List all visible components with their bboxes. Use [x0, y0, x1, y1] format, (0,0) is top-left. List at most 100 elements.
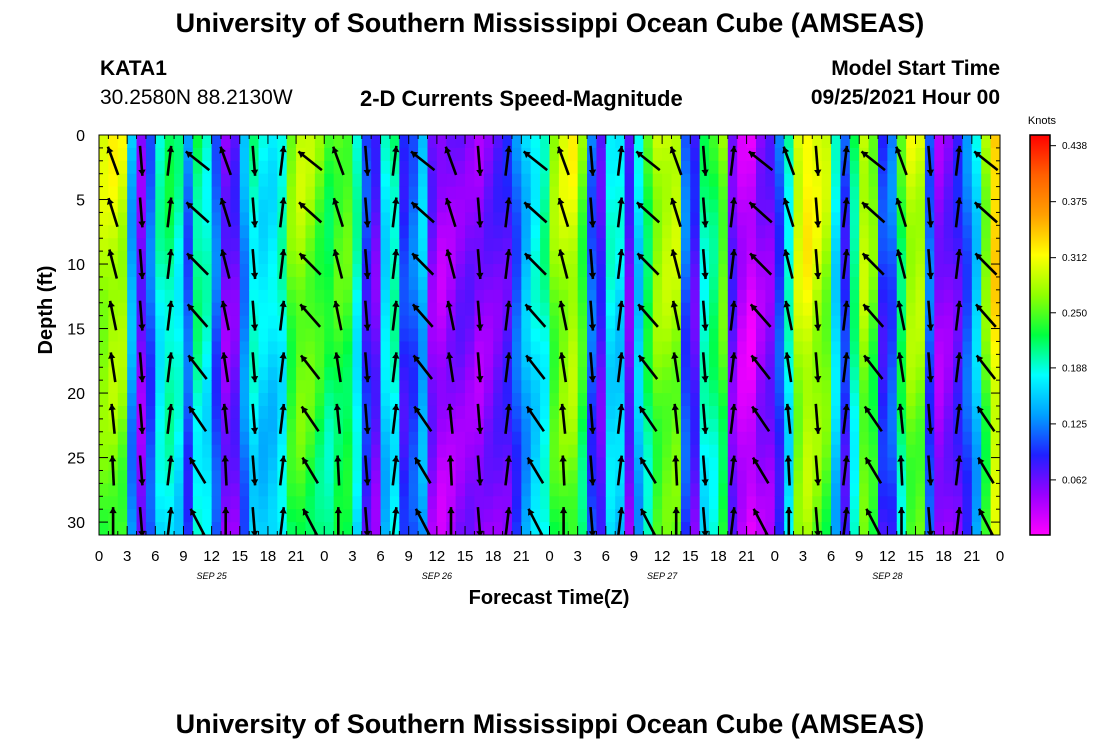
heatmap-cell	[746, 496, 757, 510]
heatmap-cell	[399, 328, 410, 343]
heatmap-cell	[211, 328, 222, 343]
current-arrow	[670, 300, 681, 331]
heatmap-cell	[821, 147, 832, 162]
heatmap-cell	[427, 367, 438, 381]
heatmap-cell	[755, 186, 766, 201]
heatmap-cell	[709, 431, 720, 446]
heatmap-cell	[521, 380, 532, 394]
heatmap-cell	[943, 264, 954, 278]
heatmap-cell	[418, 289, 429, 304]
heatmap-cell	[924, 186, 935, 201]
heatmap-cell	[802, 431, 813, 446]
heatmap-cell	[896, 341, 907, 355]
heatmap-cell	[690, 186, 701, 201]
current-arrow	[842, 455, 850, 486]
heatmap-cell	[596, 483, 607, 497]
heatmap-cell	[389, 393, 400, 407]
heatmap-cell	[399, 186, 410, 201]
heatmap-cell	[230, 264, 241, 278]
heatmap-cell	[99, 380, 109, 394]
heatmap-cell	[727, 289, 738, 304]
heatmap-cell	[633, 302, 644, 317]
colorbar-tick-label: 0.125	[1062, 419, 1087, 430]
heatmap-cell	[755, 173, 766, 188]
heatmap-cell	[502, 341, 513, 355]
heatmap-cell	[427, 264, 438, 278]
y-tick-label: 15	[67, 322, 85, 339]
x-axis: 0 3 6 9 12 15 18 21 0 3 6 9 12 15 18 21 0 3 6 9 12 15 18 21 0 3 6 9…	[95, 135, 1004, 581]
heatmap-cell	[671, 328, 682, 343]
heatmap-cell	[596, 212, 607, 226]
day-label: SEP 27	[647, 571, 678, 581]
heatmap-cell	[408, 496, 419, 510]
heatmap-cell	[587, 444, 598, 459]
heatmap-cell	[971, 315, 982, 330]
heatmap-cell	[239, 302, 250, 317]
heatmap-cell	[465, 522, 476, 535]
heatmap-cell	[352, 483, 363, 497]
heatmap-cell	[953, 380, 964, 394]
heatmap-cell	[840, 431, 851, 446]
heatmap-cell	[577, 367, 588, 381]
heatmap-cell	[690, 147, 701, 162]
heatmap-cell	[530, 186, 541, 201]
heatmap-cell	[427, 509, 438, 523]
heatmap-cell	[737, 315, 748, 330]
heatmap-cell	[643, 367, 654, 381]
heatmap-cell	[192, 522, 203, 535]
heatmap-cell	[709, 393, 720, 407]
heatmap-cell	[549, 225, 560, 239]
heatmap-cell	[127, 173, 138, 188]
heatmap-cell	[530, 405, 541, 420]
heatmap-cell	[671, 186, 682, 201]
heatmap-cell	[727, 173, 738, 188]
heatmap-cell	[277, 135, 288, 149]
heatmap-cell	[633, 341, 644, 355]
heatmap-cell	[99, 186, 109, 201]
heatmap-cell	[643, 302, 654, 317]
heatmap-cell	[183, 367, 194, 381]
heatmap-cell	[427, 186, 438, 201]
heatmap-cell	[343, 522, 354, 535]
heatmap-cell	[802, 238, 813, 252]
heatmap-cell	[971, 380, 982, 394]
heatmap-cell	[652, 354, 663, 368]
heatmap-cell	[380, 457, 391, 472]
heatmap-cell	[962, 276, 973, 291]
heatmap-cell	[906, 264, 917, 278]
heatmap-cell	[859, 354, 870, 368]
heatmap-cell	[117, 289, 128, 304]
heatmap-cell	[643, 289, 654, 304]
heatmap-cell	[699, 238, 710, 252]
heatmap-cell	[709, 341, 720, 355]
heatmap-cell	[727, 276, 738, 291]
heatmap-cell	[633, 212, 644, 226]
heatmap-cell	[633, 354, 644, 368]
heatmap-cell	[568, 380, 579, 394]
heatmap-cell	[474, 380, 485, 394]
current-arrow	[186, 252, 210, 276]
heatmap-cell	[887, 341, 898, 355]
heatmap-cell	[793, 289, 804, 304]
heatmap-cell	[549, 173, 560, 188]
heatmap-cell	[774, 380, 785, 394]
heatmap-cell	[737, 251, 748, 265]
heatmap-cell	[314, 147, 325, 162]
current-arrow	[954, 507, 963, 535]
current-arrow	[814, 145, 822, 176]
heatmap-cell	[774, 483, 785, 497]
heatmap-cell	[474, 135, 485, 149]
heatmap-cell	[859, 173, 870, 188]
heatmap-cell	[305, 212, 316, 226]
heatmap-cell	[934, 496, 945, 510]
heatmap-cell	[962, 147, 973, 162]
heatmap-cell	[718, 367, 729, 381]
heatmap-cell	[483, 302, 494, 317]
heatmap-cell	[455, 212, 466, 226]
heatmap-cell	[267, 173, 278, 188]
heatmap-cell	[877, 367, 888, 381]
heatmap-cell	[408, 418, 419, 433]
heatmap-cell	[502, 186, 513, 201]
heatmap-cell	[568, 186, 579, 201]
heatmap-cell	[343, 393, 354, 407]
